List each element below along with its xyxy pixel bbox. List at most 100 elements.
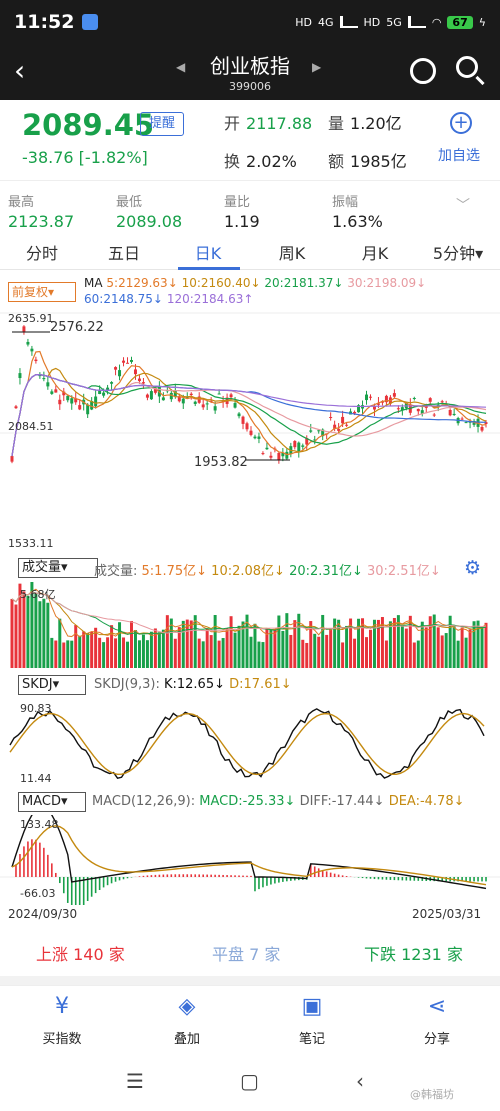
skdj-selector[interactable]: SKDJ▾ <box>18 675 86 695</box>
adjust-selector[interactable]: 前复权▾ <box>8 282 76 302</box>
volume-bar <box>329 630 333 668</box>
volume-bar <box>197 638 201 668</box>
volume-bar <box>149 631 153 668</box>
volume-bar <box>233 632 237 668</box>
candle-body <box>353 411 357 414</box>
candle-body <box>90 401 94 410</box>
vol-ma30-line <box>11 592 487 634</box>
volume-bar <box>189 620 193 668</box>
kline-chart[interactable] <box>0 308 500 558</box>
candle-body <box>189 393 193 396</box>
volume-bar <box>126 641 129 668</box>
volume-label: 成交量: <box>94 564 138 579</box>
volume-bar <box>205 628 209 668</box>
app-notification-icon <box>82 14 99 30</box>
volume-bar <box>281 630 285 668</box>
add-watchlist-label[interactable]: 加自选 <box>438 148 480 164</box>
volume-bar <box>22 591 26 668</box>
volume-bar <box>265 628 269 668</box>
candle-body <box>122 360 126 363</box>
buy-index-button[interactable]: ¥ 买指数 <box>27 994 97 1047</box>
candle-body <box>265 447 269 450</box>
settings-gear-icon[interactable]: ⚙ <box>464 557 482 579</box>
candle-body <box>213 406 217 411</box>
stat-label: 振幅 <box>332 195 359 210</box>
volume-bar <box>34 593 38 668</box>
prev-index-icon[interactable]: ◀ <box>176 60 186 74</box>
candle-body <box>464 422 468 424</box>
macd-chart[interactable] <box>0 815 500 905</box>
tab-daily[interactable]: 日K <box>194 244 222 263</box>
macd-selector[interactable]: MACD▾ <box>18 792 86 812</box>
add-watchlist-icon[interactable]: + <box>450 112 472 134</box>
hd-icon: HD <box>295 15 312 29</box>
candle-body <box>412 397 416 399</box>
search-icon[interactable] <box>456 56 478 78</box>
skdj-d-line <box>9 712 485 776</box>
alert-button[interactable]: 提醒 <box>140 112 184 136</box>
vol-ma20-line <box>11 592 487 635</box>
net2-label: 5G <box>386 15 402 29</box>
candle-body <box>392 393 396 397</box>
candle-body <box>34 359 38 362</box>
volume-bar <box>249 636 253 668</box>
candle-body <box>102 392 106 396</box>
candle-body <box>209 400 213 402</box>
volume-bar <box>341 642 345 668</box>
volume-bar <box>428 616 432 668</box>
candle-body <box>197 396 201 403</box>
candle-body <box>229 394 233 398</box>
back-nav-icon[interactable]: ‹ <box>356 1069 364 1093</box>
volume-bar <box>30 582 34 668</box>
candle-body <box>145 394 149 398</box>
candle-body <box>169 392 173 400</box>
candle-body <box>329 417 333 419</box>
candle-body <box>396 408 400 410</box>
tab-5day[interactable]: 五日 <box>107 244 140 263</box>
kline-ymin: 1533.11 <box>8 537 54 550</box>
volume-bar <box>145 640 149 668</box>
candle-body <box>66 395 70 401</box>
note-icon: ▣ <box>301 994 323 1019</box>
volume-bar <box>392 617 396 668</box>
tab-intraday[interactable]: 分时 <box>25 244 58 263</box>
volume-bar <box>114 638 118 668</box>
volume-stat: 量 1.20亿 <box>328 110 402 134</box>
volume-bar <box>337 619 341 668</box>
volume-bar <box>157 632 161 668</box>
volume-selector[interactable]: 成交量▾ <box>18 558 98 578</box>
tab-5min[interactable]: 5分钟▾ <box>432 244 484 263</box>
share-button[interactable]: ⋖ 分享 <box>402 994 472 1047</box>
candle-body <box>58 399 62 405</box>
tab-monthly[interactable]: 月K <box>361 244 389 263</box>
period-tabs: 分时 五日 日K 周K 月K 5分钟▾ <box>0 232 500 270</box>
volume-bar <box>18 583 22 668</box>
volume-bar <box>372 619 376 668</box>
candle-body <box>369 396 372 398</box>
tab-weekly[interactable]: 周K <box>278 244 306 263</box>
skdj-chart[interactable] <box>0 698 500 788</box>
overlay-button[interactable]: ◈ 叠加 <box>152 994 222 1047</box>
battery-icon: 67 <box>447 15 473 29</box>
open-label: 开 <box>224 114 241 133</box>
home-icon[interactable]: ▢ <box>240 1069 259 1093</box>
candle-body <box>118 370 122 377</box>
candle-body <box>10 456 14 462</box>
volume-bar <box>293 620 297 668</box>
candle-body <box>452 413 456 416</box>
candle-body <box>448 409 452 416</box>
volume-bar <box>345 625 349 668</box>
menu-icon[interactable]: ☰ <box>126 1069 144 1093</box>
candle-body <box>400 407 404 411</box>
volume-bar <box>313 633 317 668</box>
next-index-icon[interactable]: ▶ <box>312 60 322 74</box>
skdj-k-line <box>9 708 485 780</box>
watermark: @韩福坊 <box>410 1088 454 1101</box>
volume-bar <box>94 627 98 668</box>
notes-button[interactable]: ▣ 笔记 <box>277 994 347 1047</box>
chevron-down-icon[interactable]: ﹀ <box>456 198 470 214</box>
back-icon[interactable]: ‹ <box>14 54 26 87</box>
customer-service-icon[interactable] <box>410 58 436 84</box>
volume-bar <box>42 598 46 668</box>
volume-chart[interactable] <box>0 582 500 670</box>
